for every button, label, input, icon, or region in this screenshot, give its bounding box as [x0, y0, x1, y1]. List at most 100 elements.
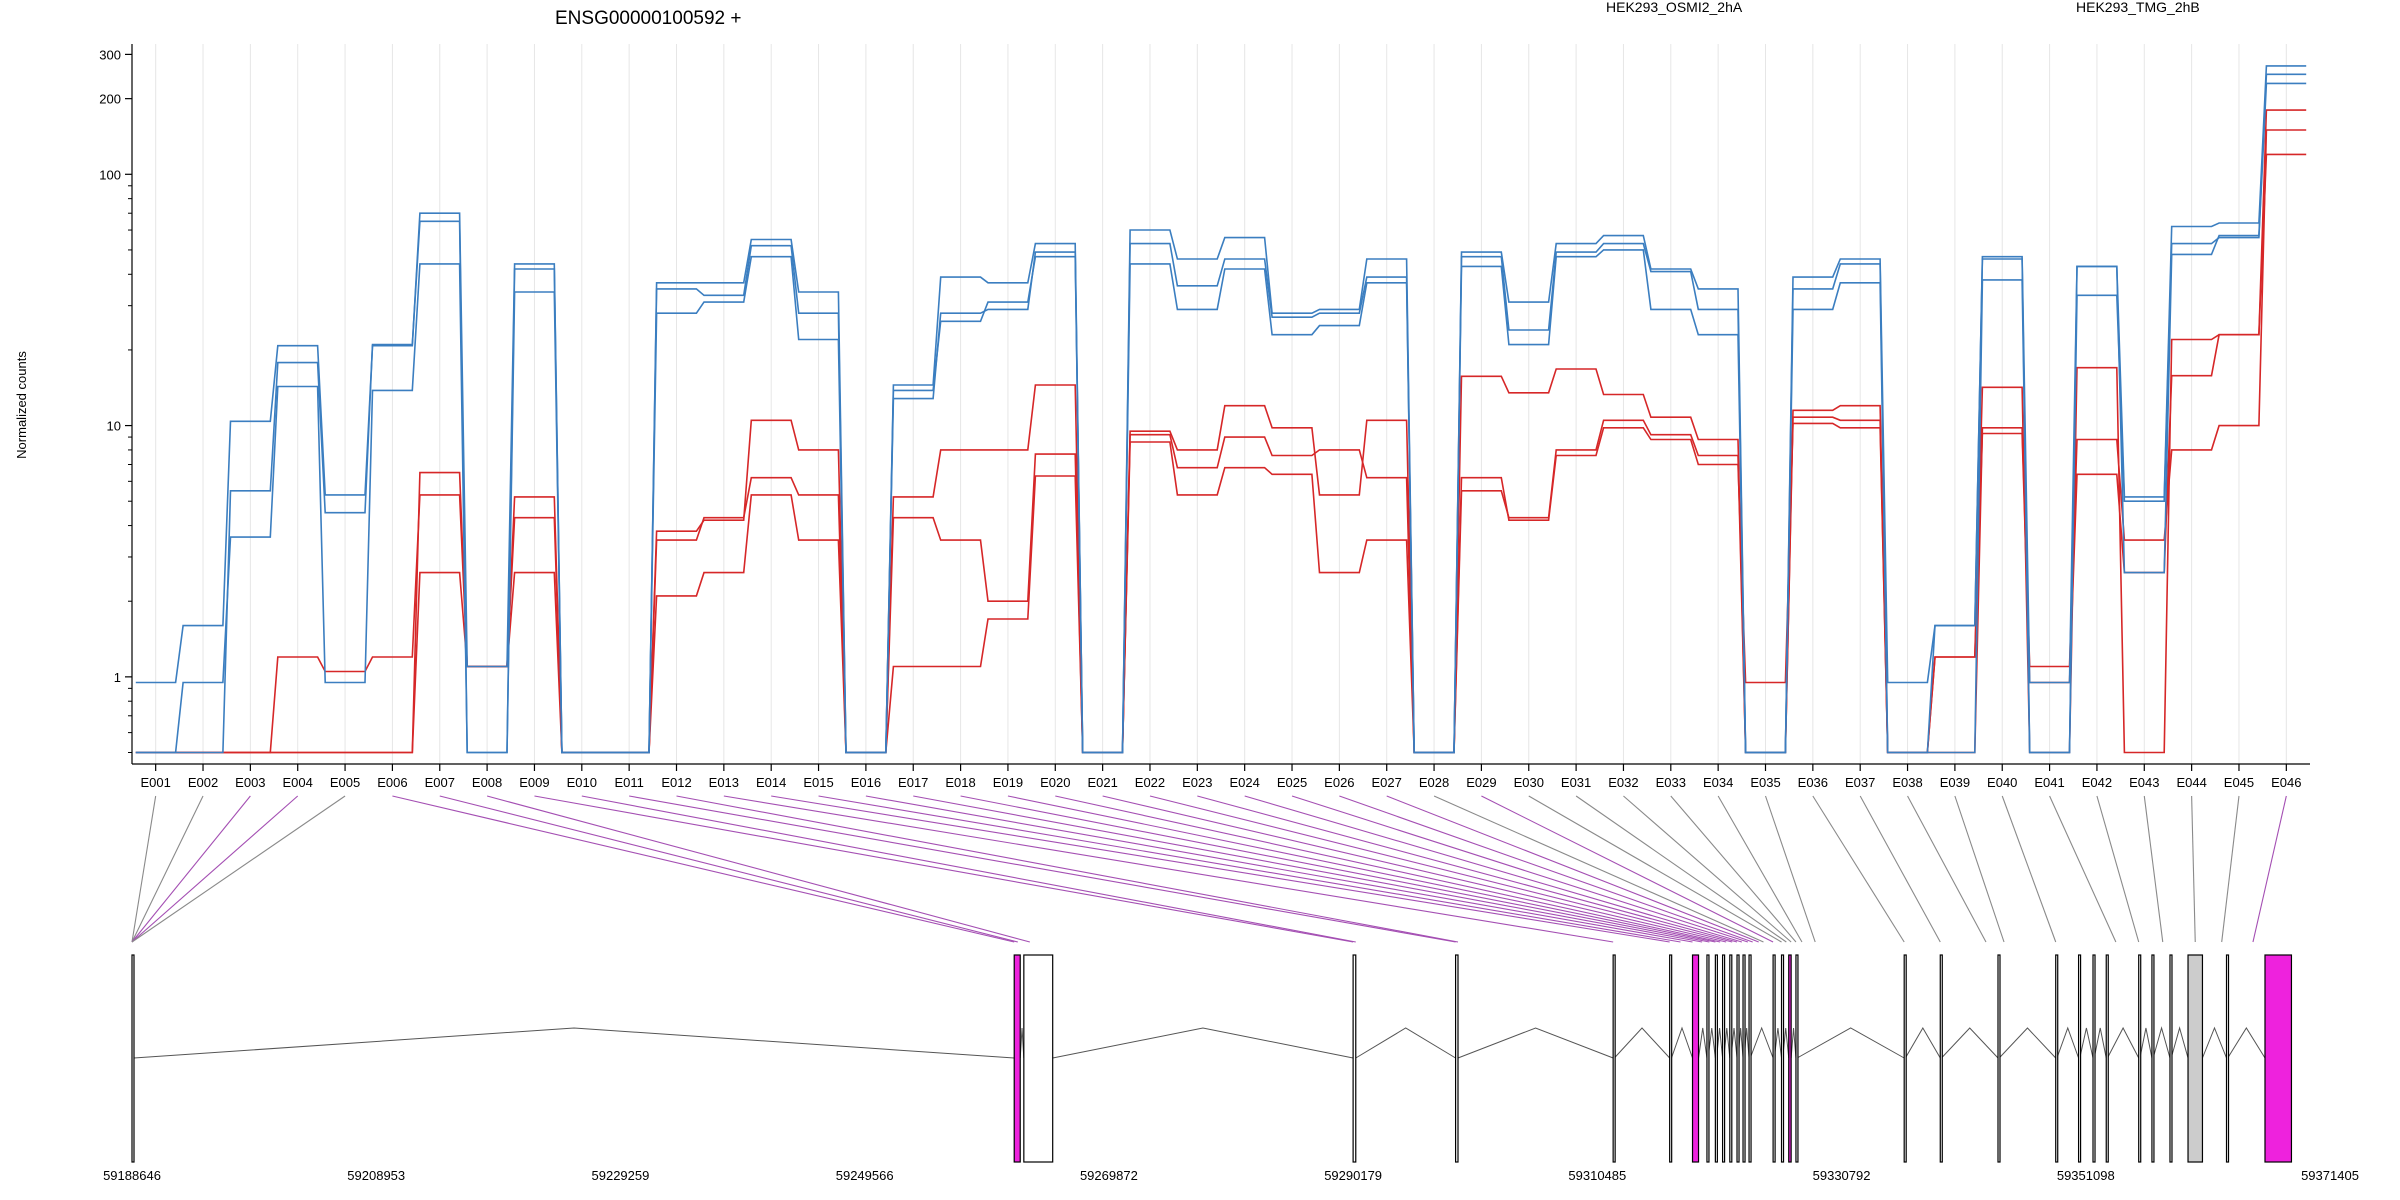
exon-connector — [1007, 795, 1716, 943]
exon-tick-label: E031 — [1561, 775, 1591, 790]
exon-block — [2092, 954, 2096, 1163]
exon-connector — [1197, 795, 1738, 943]
exon-tick-label: E036 — [1798, 775, 1828, 790]
exon-connector — [1244, 795, 1742, 943]
exon-connector — [392, 795, 1015, 943]
exon-tick-label: E007 — [425, 775, 455, 790]
exon-tick-label: E042 — [2082, 775, 2112, 790]
exon-connector — [581, 795, 1356, 943]
intron-line — [1941, 1027, 1999, 1059]
exon-tick-label: E020 — [1040, 775, 1070, 790]
exon-tick-label: E021 — [1087, 775, 1117, 790]
exon-connector — [913, 795, 1703, 943]
intron-line — [1790, 1027, 1797, 1059]
exon-tick-label: E016 — [851, 775, 881, 790]
exon-block — [2105, 954, 2109, 1163]
y-tick-label: 1 — [114, 670, 121, 685]
y-axis-label: Normalized counts — [14, 351, 29, 459]
exon-tick-label: E019 — [993, 775, 1023, 790]
intron-line — [1698, 1027, 1708, 1059]
intron-line — [1904, 1027, 1941, 1059]
exon-tick-label: E030 — [1514, 775, 1544, 790]
exon-x-axis: E001 E002 E003 E004 E005 E006 E007 E008 E009 E010… — [132, 763, 2310, 790]
intron-line — [2152, 1026, 2171, 1059]
exon-connector — [771, 795, 1670, 943]
exon-tick-label: E034 — [1703, 775, 1733, 790]
intron-line — [1019, 1027, 1025, 1059]
genomic-tick-label: 59229259 — [592, 1168, 650, 1183]
exon-connector — [1386, 795, 1759, 943]
intron-line — [1355, 1027, 1456, 1059]
exon-connector — [1717, 795, 1803, 943]
genomic-tick-label: 59330792 — [1813, 1168, 1871, 1183]
genomic-tick-label: 59290179 — [1324, 1168, 1382, 1183]
exon-block — [1788, 954, 1792, 1163]
exon-block — [1939, 954, 1943, 1163]
exon-block — [1772, 954, 1776, 1163]
exon-connector — [1528, 795, 1782, 943]
exon-tick-label: E009 — [519, 775, 549, 790]
exon-tick-label: E008 — [472, 775, 502, 790]
exon-connector — [2221, 795, 2240, 943]
gene-model-track — [131, 954, 2293, 1163]
intron-line — [2056, 1026, 2080, 1059]
exon-connector — [629, 795, 1456, 943]
intron-line — [1749, 1026, 1774, 1059]
genomic-tick-label: 59351098 — [2057, 1168, 2115, 1183]
exon-block — [131, 954, 135, 1163]
exon-tick-label: E025 — [1277, 775, 1307, 790]
exon-block — [1748, 954, 1752, 1163]
exon-block — [1612, 954, 1616, 1163]
exon-tick-label: E011 — [614, 775, 643, 790]
exon-connector — [1764, 795, 1816, 943]
vertical-gridlines — [155, 44, 2287, 764]
exon-tick-label: E033 — [1656, 775, 1686, 790]
exon-tick-label: E013 — [709, 775, 739, 790]
exon-tick-label: E043 — [2129, 775, 2159, 790]
exon-tick-label: E032 — [1608, 775, 1638, 790]
exon-tick-label: E045 — [2224, 775, 2254, 790]
exon-connector — [723, 795, 1614, 943]
genomic-tick-label: 59371405 — [2301, 1168, 2359, 1183]
exon-tick-label: E022 — [1135, 775, 1165, 790]
exon-connector — [131, 795, 299, 943]
exon-tick-label: E012 — [661, 775, 691, 790]
exon-block — [1691, 954, 1700, 1163]
genomic-tick-label: 59249566 — [836, 1168, 894, 1183]
exon-tick-label: E027 — [1372, 775, 1402, 790]
exon-connector — [131, 795, 251, 943]
genomic-tick-label: 59269872 — [1080, 1168, 1138, 1183]
exon-block — [1903, 954, 1907, 1163]
exon-block — [1454, 954, 1459, 1163]
exon-block — [1736, 954, 1740, 1163]
intron-line — [2227, 1027, 2266, 1059]
exon-block — [1997, 954, 2001, 1163]
exon-block — [2077, 954, 2082, 1163]
exon-tick-label: E038 — [1892, 775, 1922, 790]
exon-connector — [1481, 795, 1774, 943]
exon-block — [2055, 954, 2059, 1163]
exon-connector — [131, 795, 204, 943]
exon-tick-label: E010 — [567, 775, 597, 790]
exon-tick-label: E037 — [1845, 775, 1875, 790]
genomic-tick-label: 59188646 — [103, 1168, 161, 1183]
exon-connector — [2143, 795, 2164, 943]
exon-block — [2151, 954, 2155, 1163]
exon-block — [1669, 954, 1673, 1163]
exon-block — [1795, 954, 1799, 1163]
exon-block — [2225, 954, 2230, 1163]
exon-tick-label: E017 — [898, 775, 928, 790]
exon-tick-label: E014 — [756, 775, 786, 790]
exon-connector-lines — [131, 795, 2287, 943]
genomic-tick-label: 59310485 — [1568, 1168, 1626, 1183]
exon-connector — [439, 795, 1018, 943]
exon-block — [1721, 954, 1726, 1163]
y-tick-label: 300 — [99, 47, 121, 62]
genomic-coordinate-axis: 59188646 59208953 59229259 59249566 59269872… — [103, 1168, 2359, 1183]
y-tick-label: 200 — [99, 92, 121, 107]
exon-block — [1023, 954, 1054, 1163]
exon-connector — [1433, 795, 1764, 943]
exon-block — [1714, 954, 1718, 1163]
count-series-lines — [135, 65, 2307, 754]
exon-connector — [1102, 795, 1727, 943]
